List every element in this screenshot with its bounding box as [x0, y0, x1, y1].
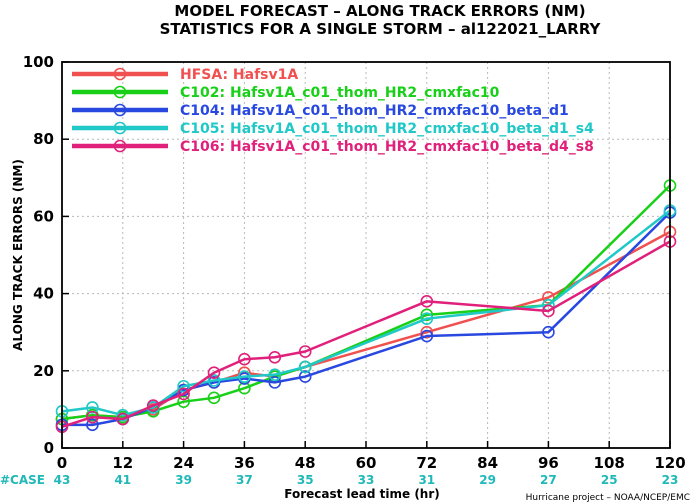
data-point [116, 408, 130, 422]
series-4 [55, 204, 677, 422]
data-point [268, 368, 282, 381]
case-count: 27 [540, 473, 557, 487]
x-tick-label: 96 [538, 454, 559, 472]
y-tick-label: 60 [33, 207, 54, 225]
legend-marker [113, 67, 127, 81]
data-point [420, 308, 434, 322]
case-count: 31 [418, 473, 435, 487]
series-group [55, 179, 677, 434]
credit-text: Hurricane project – NOAA/NCEP/EMC [526, 493, 690, 503]
y-axis-label: ALONG TRACK ERRORS (NM) [11, 159, 25, 351]
data-point [542, 304, 555, 318]
data-point [420, 295, 434, 308]
data-point [86, 410, 99, 424]
data-point [86, 418, 99, 432]
data-point [207, 374, 221, 387]
x-tick-label: 72 [416, 454, 437, 472]
x-tick-label: 36 [234, 454, 255, 472]
case-count: 35 [297, 473, 314, 487]
x-tick-label: 120 [654, 454, 685, 472]
case-count: 23 [662, 473, 679, 487]
legend-item: C102: Hafsv1A_c01_thom_HR2_cmxfac10 [72, 85, 500, 101]
y-tick-label: 100 [23, 53, 54, 71]
data-point [268, 350, 282, 364]
legend-marker [113, 85, 127, 99]
x-tick-label: 24 [173, 454, 194, 472]
x-tick-label: 60 [356, 454, 377, 472]
plot-frame [61, 61, 671, 449]
legend-marker [113, 139, 127, 153]
series-5 [55, 235, 677, 434]
case-count: 43 [54, 473, 71, 487]
x-tick-label: 0 [57, 454, 67, 472]
case-count: 25 [601, 473, 618, 487]
case-count: 29 [479, 473, 496, 487]
legend-item: C105: Hafsv1A_c01_thom_HR2_cmxfac10_beta… [72, 121, 594, 137]
x-tick-label: 108 [594, 454, 625, 472]
data-point [207, 366, 221, 380]
axes: 0 12 24 36 48 60 72 84 96 108 120 0 20 40 60 80 100 [23, 53, 686, 472]
grid [62, 62, 670, 448]
legend: HFSA: Hafsv1A C102: Hafsv1A_c01_thom_HR2_… [72, 67, 594, 155]
y-tick-label: 20 [33, 362, 54, 380]
data-point [298, 360, 312, 374]
data-point [298, 345, 312, 358]
data-point [207, 391, 221, 405]
legend-marker [113, 103, 127, 117]
legend-item: C106: Hafsv1A_c01_thom_HR2_cmxfac10_beta… [72, 139, 594, 155]
case-count: 41 [114, 473, 131, 487]
case-count: 33 [358, 473, 375, 487]
case-label: #CASE [0, 473, 45, 487]
data-point [238, 352, 251, 366]
x-tick-label: 48 [295, 454, 316, 472]
y-tick-label: 40 [33, 285, 54, 303]
legend-item: HFSA: Hafsv1A [72, 67, 298, 83]
case-row: #CASE 43 41 39 37 35 33 31 29 27 25 23 [0, 473, 678, 487]
y-tick-label: 0 [44, 439, 54, 457]
data-point [116, 412, 130, 426]
data-point [238, 370, 251, 383]
x-axis-label: Forecast lead time (hr) [284, 487, 440, 501]
data-point [420, 312, 434, 325]
data-point [146, 399, 160, 412]
y-tick-label: 80 [33, 130, 54, 148]
legend-label: C104: Hafsv1A_c01_thom_HR2_cmxfac10_beta… [180, 103, 569, 119]
data-point [177, 379, 190, 393]
data-point [86, 401, 99, 414]
legend-marker [113, 121, 127, 135]
legend-label: C105: Hafsv1A_c01_thom_HR2_cmxfac10_beta… [180, 121, 594, 137]
data-point [420, 325, 434, 339]
data-point [268, 376, 282, 389]
chart-title-line1: MODEL FORECAST – ALONG TRACK ERRORS (NM) [174, 2, 585, 20]
legend-item: C104: Hafsv1A_c01_thom_HR2_cmxfac10_beta… [72, 103, 569, 119]
data-point [542, 325, 555, 339]
data-point [298, 370, 312, 383]
data-point [420, 329, 434, 343]
data-point [177, 387, 190, 401]
case-count: 37 [236, 473, 253, 487]
x-tick-label: 84 [477, 454, 498, 472]
chart-title-line2: STATISTICS FOR A SINGLE STORM – al122021… [160, 20, 602, 38]
x-tick-label: 12 [112, 454, 133, 472]
case-count: 39 [175, 473, 192, 487]
legend-label: HFSA: Hafsv1A [180, 67, 298, 83]
legend-label: C102: Hafsv1A_c01_thom_HR2_cmxfac10 [180, 85, 500, 101]
data-point [542, 291, 555, 304]
legend-label: C106: Hafsv1A_c01_thom_HR2_cmxfac10_beta… [180, 139, 594, 155]
